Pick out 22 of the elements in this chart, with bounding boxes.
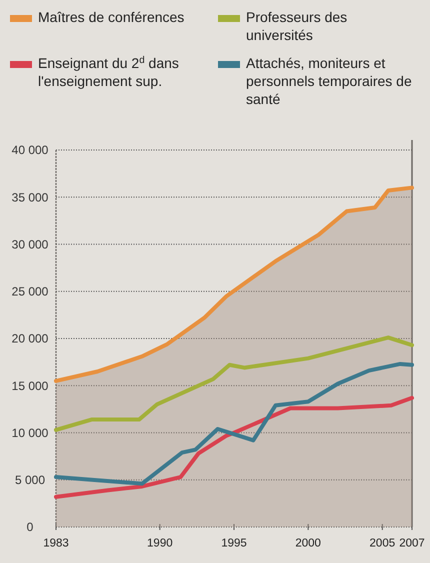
- x-tick-label: 2007: [399, 537, 425, 550]
- legend-label: Professeurs des universités: [246, 9, 348, 43]
- x-tick-label: 2005: [370, 537, 396, 550]
- y-tick-label: 35 000: [12, 190, 49, 204]
- y-tick-label: 20 000: [12, 332, 49, 346]
- line-series: [54, 362, 414, 486]
- legend-label: Attachés, moniteurs et personnels temporaires de santé: [246, 55, 412, 107]
- y-tick-label: 0: [26, 520, 34, 534]
- y-tick-label: 10 000: [12, 426, 49, 440]
- x-tick-label: 2000: [295, 537, 321, 550]
- x-tick-label: 1995: [221, 537, 247, 550]
- y-tick-label: 5 000: [14, 473, 46, 488]
- line-series: [54, 336, 414, 432]
- legend-label: Maîtres de conférences: [38, 9, 184, 25]
- line-series: [54, 396, 414, 499]
- legend-label: Enseignant du 2$^{d}$ dans l'enseignement sup.: [38, 54, 179, 89]
- y-tick-label: 15 000: [12, 378, 49, 393]
- y-tick-label: 40 000: [12, 143, 49, 158]
- y-tick-label: 25 000: [12, 284, 49, 299]
- y-tick-label: 30 000: [12, 237, 49, 252]
- x-tick-label: 1990: [147, 537, 173, 550]
- x-tick-label: 1983: [43, 537, 69, 550]
